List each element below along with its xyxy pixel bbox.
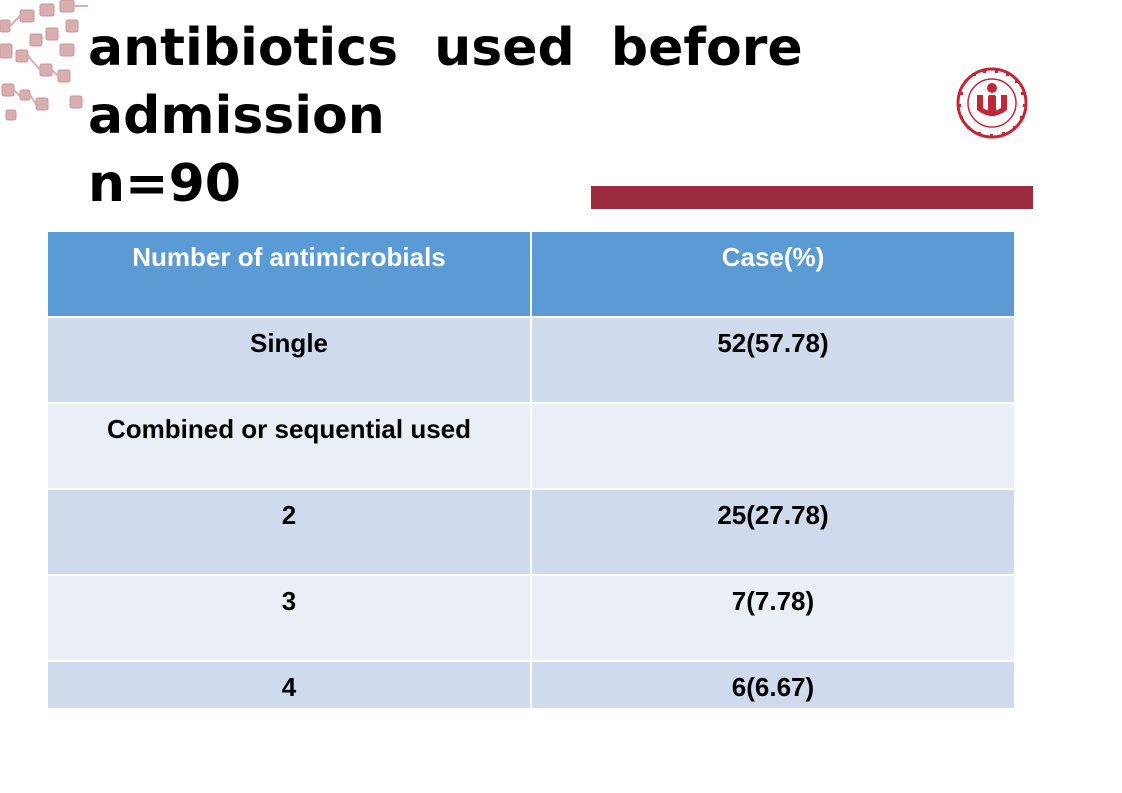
table-row: 3 7(7.78)	[46, 574, 1016, 662]
row-value: 7(7.78)	[530, 574, 1016, 662]
title-line-1: antibiotics used before	[88, 18, 803, 78]
row-label: Combined or sequential used	[46, 402, 532, 490]
title-line-3: n=90	[88, 154, 241, 214]
header-number-of-antimicrobials: Number of antimicrobials	[46, 230, 532, 318]
row-value: 25(27.78)	[530, 488, 1016, 576]
row-value	[530, 402, 1016, 490]
row-label: 4	[46, 660, 532, 710]
title-line-2: admission	[88, 86, 385, 146]
table-row: Single 52(57.78)	[46, 316, 1016, 404]
accent-bar	[591, 186, 1033, 209]
row-label: 2	[46, 488, 532, 576]
header-case-percent: Case(%)	[530, 230, 1016, 318]
table-header-row: Number of antimicrobials Case(%)	[46, 230, 1016, 318]
row-value: 52(57.78)	[530, 316, 1016, 404]
hospital-logo	[950, 66, 1034, 140]
slide-title: antibiotics used before admission n=90	[88, 14, 803, 218]
table-row: 2 25(27.78)	[46, 488, 1016, 576]
table-row: 4 6(6.67)	[46, 660, 1016, 710]
table-row: Combined or sequential used	[46, 402, 1016, 490]
row-label: Single	[46, 316, 532, 404]
antimicrobials-table: Number of antimicrobials Case(%) Single …	[46, 230, 1016, 710]
row-value: 6(6.67)	[530, 660, 1016, 710]
row-label: 3	[46, 574, 532, 662]
decorative-pattern	[0, 0, 88, 121]
